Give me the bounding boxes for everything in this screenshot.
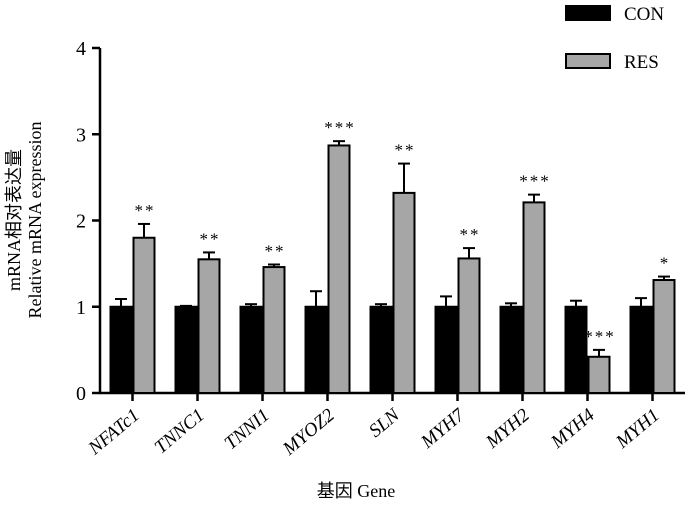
bar-res-tnnc1	[197, 258, 221, 394]
legend-label-res: RES	[624, 52, 659, 73]
legend-swatch-res	[565, 53, 611, 69]
bar-res-sln	[392, 191, 416, 394]
bar-con-myh7	[434, 305, 458, 394]
bar-res-nfatc1	[132, 236, 156, 394]
x-tick-label-myh7: MYH7	[416, 404, 469, 454]
legend: CON RES	[565, 4, 664, 73]
legend-label-con: CON	[624, 4, 664, 25]
y-tick-label: 2	[76, 211, 86, 233]
y-tick-label: 1	[76, 297, 86, 319]
x-tick-label-myoz2: MYOZ2	[278, 404, 339, 460]
bar-con-sln	[369, 305, 393, 394]
bar-con-myoz2	[304, 305, 328, 394]
x-tick-label-myh2: MYH2	[481, 404, 534, 453]
bar-con-tnni1	[239, 305, 263, 394]
bar-res-myh1	[652, 279, 676, 395]
bar-res-myh4	[587, 355, 611, 394]
bar-con-tnnc1	[174, 305, 198, 394]
y-axis-title-zh: mRNA相对表达量	[4, 149, 24, 291]
significance-myoz2: ***	[324, 118, 356, 137]
bars	[109, 144, 676, 395]
error-bars	[115, 140, 670, 357]
x-tick-label-tnnc1: TNNC1	[151, 405, 209, 458]
y-axis-title: mRNA相对表达量 Relative mRNA expression	[4, 122, 45, 319]
significance-tnnc1: **	[200, 229, 221, 248]
significance-tnni1: **	[265, 241, 286, 260]
x-axis-title: 基因 Gene	[317, 481, 395, 501]
bar-con-myh2	[499, 305, 523, 394]
bar-res-tnni1	[262, 266, 286, 395]
significance-myh4: ***	[584, 327, 616, 346]
bar-res-myh7	[457, 257, 481, 395]
bar-res-myoz2	[327, 144, 351, 394]
significance-myh7: **	[460, 225, 481, 244]
x-tick-label-nfatc1: NFATc1	[84, 405, 144, 460]
significance-myh1: *	[660, 254, 671, 273]
x-tick-labels: NFATc1 TNNC1 TNNI1 MYOZ2 SLN MYH7 MYH2 MYH4 MYH1	[84, 404, 664, 460]
y-tick-label: 0	[76, 383, 86, 405]
x-tick-label-myh1: MYH1	[611, 405, 663, 454]
bar-con-nfatc1	[109, 305, 133, 394]
significance-myh2: ***	[519, 172, 551, 191]
x-tick-label-tnni1: TNNI1	[221, 405, 274, 454]
bar-con-myh1	[629, 305, 653, 394]
y-axis: 0 1 2 3 4	[76, 38, 102, 405]
x-tick-label-myh4: MYH4	[546, 404, 599, 453]
significance-markers: ********************	[135, 118, 671, 346]
y-tick-label: 4	[76, 38, 86, 60]
legend-swatch-con	[565, 5, 611, 21]
x-tick-label-sln: SLN	[365, 404, 405, 442]
significance-sln: **	[395, 141, 416, 160]
x-axis	[99, 391, 685, 401]
bar-con-myh4	[564, 305, 588, 394]
bar-res-myh2	[522, 201, 546, 394]
y-axis-title-en: Relative mRNA expression	[25, 122, 45, 319]
significance-nfatc1: **	[135, 201, 156, 220]
y-tick-label: 3	[76, 124, 86, 146]
